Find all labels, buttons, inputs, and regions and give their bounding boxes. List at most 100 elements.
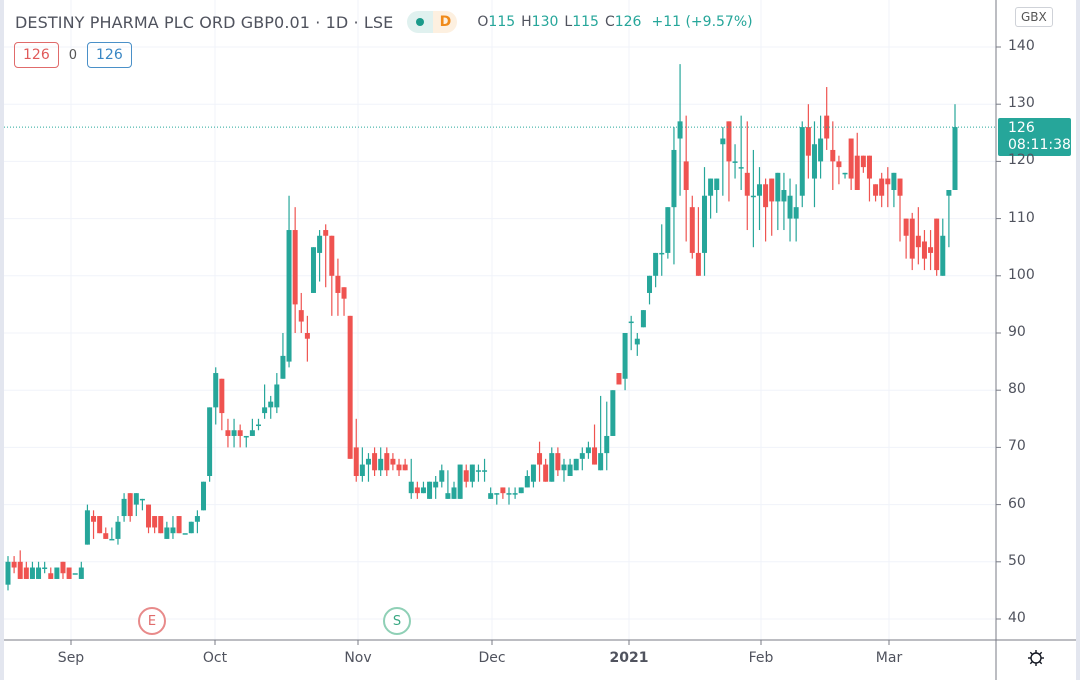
candle[interactable] <box>66 567 72 579</box>
candle[interactable] <box>402 458 408 471</box>
candle[interactable] <box>482 458 488 482</box>
candle[interactable] <box>427 481 433 499</box>
candle[interactable] <box>928 230 934 271</box>
candle[interactable] <box>873 184 879 202</box>
candle[interactable] <box>335 258 341 316</box>
candle[interactable] <box>592 424 598 465</box>
candle[interactable] <box>359 447 365 482</box>
candle[interactable] <box>243 435 249 448</box>
candle[interactable] <box>433 476 439 499</box>
candle[interactable] <box>689 195 695 259</box>
candle[interactable] <box>146 504 152 534</box>
candle[interactable] <box>555 447 561 476</box>
candle[interactable] <box>463 464 469 488</box>
candle[interactable] <box>781 172 787 231</box>
candle[interactable] <box>414 481 420 499</box>
candle[interactable] <box>763 178 769 242</box>
candle[interactable] <box>854 132 860 190</box>
candle[interactable] <box>695 207 701 276</box>
candle[interactable] <box>384 447 390 476</box>
candle[interactable] <box>11 556 17 574</box>
candle[interactable] <box>213 367 219 425</box>
currency-button[interactable]: GBX <box>1015 7 1053 27</box>
candle[interactable] <box>628 315 634 351</box>
candle[interactable] <box>897 178 903 242</box>
candle[interactable] <box>714 178 720 213</box>
candle[interactable] <box>304 315 310 362</box>
candle[interactable] <box>677 64 683 196</box>
candle[interactable] <box>60 561 66 579</box>
candle[interactable] <box>365 453 371 482</box>
candle[interactable] <box>341 287 347 316</box>
candle[interactable] <box>653 252 659 288</box>
candle[interactable] <box>48 567 54 579</box>
candle[interactable] <box>579 447 585 471</box>
candle[interactable] <box>909 212 915 271</box>
candle[interactable] <box>537 441 543 482</box>
candle[interactable] <box>323 224 329 288</box>
candle[interactable] <box>903 218 909 259</box>
candle[interactable] <box>194 510 200 534</box>
candle[interactable] <box>469 464 475 488</box>
candle[interactable] <box>78 561 84 579</box>
candle[interactable] <box>451 481 457 499</box>
candle[interactable] <box>188 521 194 534</box>
candle[interactable] <box>310 247 316 293</box>
settings-gear-icon[interactable] <box>1026 648 1046 668</box>
candle[interactable] <box>726 121 732 202</box>
candle[interactable] <box>720 127 726 196</box>
symbol-title[interactable]: DESTINY PHARMA PLC ORD GBP0.01 · 1D · LS… <box>15 12 394 32</box>
candle[interactable] <box>915 207 921 265</box>
candle[interactable] <box>830 121 836 190</box>
candle[interactable] <box>573 458 579 471</box>
candle[interactable] <box>396 458 402 476</box>
candle[interactable] <box>860 155 866 173</box>
candle[interactable] <box>708 178 714 219</box>
candle[interactable] <box>793 184 799 242</box>
candle[interactable] <box>934 218 940 276</box>
candle[interactable] <box>848 138 854 190</box>
candle[interactable] <box>738 115 744 190</box>
candle[interactable] <box>72 573 78 575</box>
candle[interactable] <box>488 487 494 499</box>
candle[interactable] <box>91 510 97 539</box>
candle[interactable] <box>17 550 23 579</box>
candle[interactable] <box>805 104 811 179</box>
candle[interactable] <box>512 487 518 499</box>
input-value-right[interactable]: 126 <box>87 42 132 68</box>
candle[interactable] <box>549 447 555 482</box>
candle[interactable] <box>292 207 298 333</box>
candle[interactable] <box>775 172 781 231</box>
candle[interactable] <box>530 464 536 488</box>
candle[interactable] <box>84 504 90 545</box>
candle[interactable] <box>585 441 591 459</box>
candle[interactable] <box>561 458 567 482</box>
candle[interactable] <box>921 230 927 271</box>
candle[interactable] <box>866 155 872 202</box>
candle[interactable] <box>439 464 445 488</box>
candle[interactable] <box>139 498 145 511</box>
candle[interactable] <box>702 167 708 276</box>
candle[interactable] <box>475 464 481 482</box>
candle[interactable] <box>732 144 738 179</box>
candle[interactable] <box>390 453 396 471</box>
candle[interactable] <box>176 516 182 534</box>
candle[interactable] <box>372 447 378 476</box>
candle[interactable] <box>207 407 213 482</box>
candle[interactable] <box>378 447 384 476</box>
candle[interactable] <box>249 418 255 436</box>
candle[interactable] <box>811 121 817 208</box>
candle[interactable] <box>42 561 48 574</box>
candle[interactable] <box>683 115 689 242</box>
candle[interactable] <box>799 121 805 208</box>
candle[interactable] <box>109 527 115 541</box>
split-marker[interactable]: S <box>383 607 411 635</box>
candle[interactable] <box>225 418 231 448</box>
candle[interactable] <box>36 561 42 579</box>
candle[interactable] <box>836 155 842 185</box>
candle[interactable] <box>598 395 604 471</box>
candle[interactable] <box>133 493 139 517</box>
candle[interactable] <box>445 470 451 499</box>
candle[interactable] <box>457 464 463 499</box>
